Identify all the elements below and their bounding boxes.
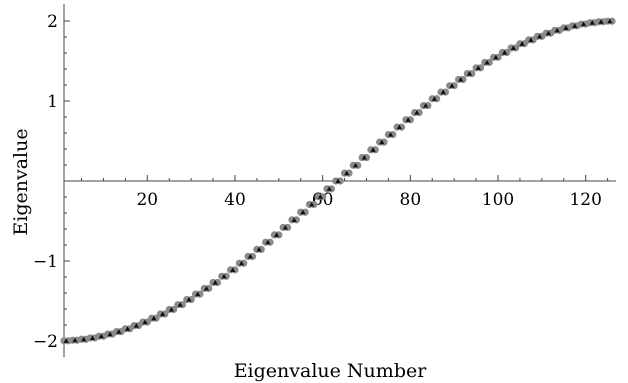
x-tick-label: 80	[400, 190, 422, 210]
data-point-triangle	[168, 306, 175, 312]
x-axis-label: Eigenvalue Number	[234, 360, 428, 382]
data-point-triangle	[274, 232, 280, 237]
data-point-triangle	[291, 217, 297, 222]
data-point-triangle	[151, 315, 157, 321]
data-point-triangle	[98, 333, 104, 339]
data-point-triangle	[501, 49, 508, 55]
data-point-triangle	[256, 246, 262, 252]
data-point-triangle	[431, 96, 438, 101]
data-point-triangle	[116, 329, 122, 334]
y-tick-label: 1	[47, 92, 58, 112]
data-point-triangle	[309, 201, 315, 207]
x-tick-label: 20	[136, 190, 158, 210]
data-point-triangle	[580, 21, 587, 27]
data-point-triangle	[344, 170, 350, 176]
data-point-triangle	[458, 76, 464, 82]
data-point-triangle	[326, 186, 332, 191]
data-point-triangle	[607, 18, 613, 24]
data-point-triangle	[221, 273, 227, 279]
data-point-triangle	[414, 109, 420, 115]
data-point-triangle	[247, 253, 253, 259]
data-point-triangle	[89, 335, 96, 341]
data-point-triangle	[352, 162, 359, 168]
data-point-triangle	[440, 89, 446, 95]
data-point-triangle	[81, 336, 87, 342]
data-point-triangle	[545, 30, 552, 36]
series-triangles	[63, 18, 613, 343]
data-point-triangle	[484, 59, 490, 65]
x-tick-label: 100	[482, 190, 514, 210]
data-point-triangle	[230, 267, 236, 272]
data-point-triangle	[370, 147, 376, 152]
data-point-triangle	[449, 83, 455, 88]
data-point-triangle	[379, 139, 385, 145]
x-tick-label: 40	[224, 190, 246, 210]
data-point-triangle	[361, 154, 367, 160]
data-point-triangle	[107, 331, 113, 337]
data-point-triangle	[598, 19, 604, 24]
data-point-triangle	[63, 338, 69, 343]
data-point-triangle	[186, 296, 192, 302]
x-tick-label: 120	[569, 190, 601, 210]
data-point-triangle	[212, 279, 218, 285]
data-point-triangle	[537, 33, 543, 39]
data-point-triangle	[124, 326, 131, 331]
y-tick-label: −2	[33, 332, 58, 352]
data-point-triangle	[589, 20, 595, 25]
data-point-triangle	[554, 27, 560, 33]
data-point-triangle	[510, 45, 516, 51]
data-point-triangle	[493, 54, 499, 60]
y-axis-label: Eigenvalue	[10, 128, 32, 235]
data-point-triangle	[160, 311, 166, 317]
y-ticks: −2 −1 1 2	[33, 12, 70, 352]
data-point-triangle	[142, 319, 148, 325]
data-point-triangle	[317, 194, 324, 199]
data-point-triangle	[396, 124, 402, 130]
data-point-triangle	[423, 102, 429, 108]
data-point-triangle	[203, 285, 210, 291]
data-point-triangle	[466, 70, 473, 76]
y-tick-label: −1	[33, 252, 58, 272]
data-point-triangle	[238, 260, 245, 266]
data-point-triangle	[300, 209, 306, 215]
data-point-triangle	[519, 41, 525, 46]
data-point-triangle	[475, 65, 481, 70]
data-point-triangle	[563, 25, 569, 30]
x-ticks: 20406080100120	[81, 175, 609, 210]
data-point-triangle	[177, 302, 183, 307]
data-point-triangle	[195, 291, 201, 297]
data-point-triangle	[282, 224, 288, 230]
data-point-triangle	[265, 239, 271, 245]
y-tick-label: 2	[47, 12, 58, 32]
data-point-triangle	[133, 323, 139, 328]
data-point-triangle	[388, 131, 394, 137]
data-point-triangle	[335, 178, 341, 184]
data-point-triangle	[405, 117, 411, 122]
data-point-triangle	[572, 23, 578, 28]
data-point-triangle	[528, 37, 534, 42]
data-point-triangle	[72, 337, 78, 343]
